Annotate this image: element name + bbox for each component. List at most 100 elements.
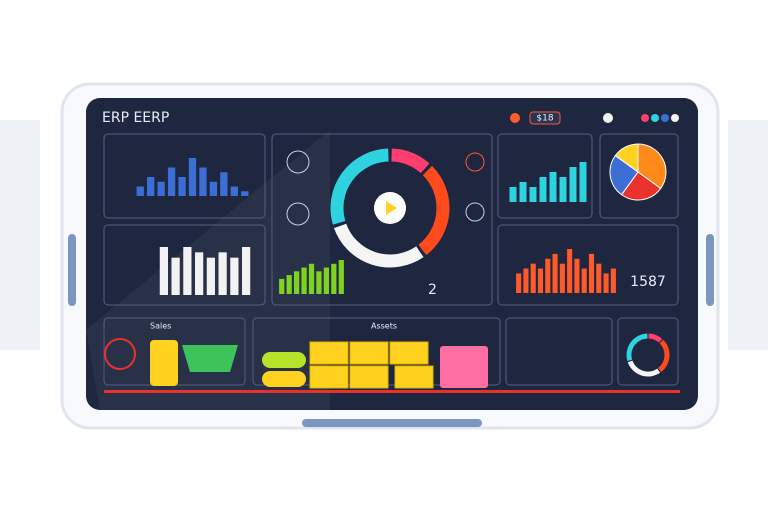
panel [617,317,679,386]
background-panel [0,120,40,350]
panel [599,133,679,219]
dot[interactable] [651,114,659,122]
panel [505,317,613,386]
box [349,341,389,365]
pie-slice [620,171,662,201]
bar [195,252,204,295]
small-number: 2 [428,282,437,298]
dot[interactable] [603,113,613,123]
bar [167,167,176,196]
panel [271,133,493,306]
bar [539,177,547,202]
bar [147,177,155,196]
bar [286,275,292,294]
icon[interactable] [286,150,310,174]
panel [497,224,679,306]
bar [188,158,197,196]
box [309,365,349,389]
donut-segment [648,333,663,343]
app-title: ERP EERP [102,110,169,126]
bar [549,172,557,202]
bar [241,191,249,196]
bar [316,271,322,294]
bar [610,268,616,293]
screen [86,98,698,410]
box [309,341,349,365]
pie-slice [614,143,639,173]
bar [529,187,537,202]
bar [603,273,609,293]
bar [218,252,227,295]
bar [220,172,228,196]
bar [230,186,238,196]
box [389,341,429,365]
badge-text: $18 [536,114,553,124]
bar [136,186,144,196]
donut-segment [627,360,661,377]
bar [530,263,536,293]
bar [516,273,522,293]
bar [159,247,168,295]
bar [596,263,602,293]
pie-slice [609,154,639,196]
side-button [68,234,76,306]
bar [509,187,517,202]
product-jar [150,340,178,386]
box [349,365,389,389]
bar [199,167,207,196]
donut-segment [418,165,450,256]
bar [183,247,192,295]
bar [206,257,215,295]
icon[interactable] [465,202,485,222]
bar [301,267,307,294]
bar [294,271,300,294]
bar [574,258,580,293]
home-bar [302,419,482,427]
panel-title: Sales [150,322,171,331]
donut-segment [657,339,670,373]
pie-slice [637,143,667,190]
bar [581,268,587,293]
icon[interactable] [286,202,310,226]
bar [569,167,577,202]
panel-title: Assets [371,322,397,331]
bar [519,182,527,202]
donut-segment [391,148,430,174]
product-roll [262,352,306,368]
bar [559,263,565,293]
bar [338,260,344,294]
panel [497,133,593,219]
bar [209,181,218,196]
donut-segment [333,223,424,268]
bar [230,257,239,295]
bar [331,263,337,294]
bar [242,247,251,295]
bar [323,267,329,294]
bar [523,268,529,293]
bar [567,249,573,293]
bar [171,257,180,295]
product-roll [262,371,306,387]
panel [103,133,266,219]
icon[interactable] [465,152,485,172]
dot[interactable] [661,114,669,122]
dot[interactable] [671,114,679,122]
stack [440,346,488,388]
bar [545,258,551,293]
bar [308,263,315,294]
side-button [706,234,714,306]
box [394,365,434,389]
background-panel [728,120,768,350]
divider [104,390,680,393]
badge [529,111,561,125]
play-icon [386,201,397,215]
donut-segment [330,148,389,225]
bar [579,162,587,202]
cart [182,345,238,372]
icon[interactable] [510,113,520,123]
bar [588,253,595,293]
bar [178,177,186,196]
bar [552,253,558,293]
dot[interactable] [641,114,649,122]
